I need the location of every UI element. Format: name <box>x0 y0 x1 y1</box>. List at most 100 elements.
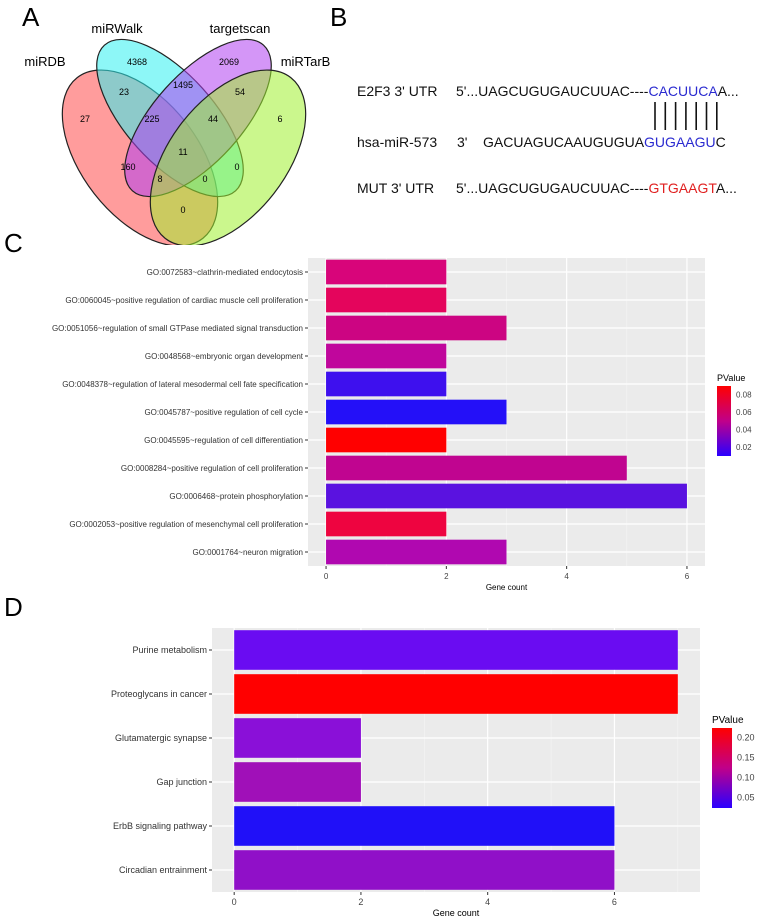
venn-diagram: miRDB miRWalk targetscan miRTarBase 4368 2069… <box>24 21 330 245</box>
y-tick-label: GO:0006468~protein phosphorylation <box>169 492 303 501</box>
venn-set-label: miRTarBase <box>281 54 330 69</box>
y-tick-label: GO:0008284~positive regulation of cell p… <box>121 464 303 473</box>
x-axis-title: Gene count <box>486 583 528 590</box>
bar <box>326 399 507 425</box>
bar <box>326 539 507 565</box>
bar <box>234 674 678 714</box>
sequence-seed: GTGAAGT <box>648 180 716 196</box>
y-tick-label: Glutamatergic synapse <box>115 733 207 743</box>
y-tick-label: GO:0045787~positive regulation of cell c… <box>144 408 303 417</box>
bar <box>326 455 627 481</box>
venn-region-count: 8 <box>157 174 162 184</box>
venn-region-count: 23 <box>119 87 129 97</box>
bar <box>326 287 447 313</box>
sequence-suffix: C <box>715 134 726 150</box>
y-tick-label: Gap junction <box>156 777 207 787</box>
bar <box>326 259 447 285</box>
legend-title: PValue <box>717 373 745 383</box>
alignment-label: hsa-miR-573 <box>357 134 438 150</box>
sequence-prefix: 5'...UAGCUGUGAUCUUAC---- <box>456 83 649 99</box>
legend-tick-label: 0.20 <box>737 733 755 743</box>
y-tick-label: GO:0001764~neuron migration <box>192 548 303 557</box>
x-tick-label: 6 <box>685 572 690 581</box>
plot-panel <box>212 628 700 892</box>
bar <box>234 806 615 846</box>
bar <box>326 427 447 453</box>
y-tick-label: GO:0060045~positive regulation of cardia… <box>65 296 303 305</box>
y-tick-label: GO:0048568~embryonic organ development <box>145 352 304 361</box>
venn-region-count: 160 <box>120 162 135 172</box>
legend-colorbar <box>717 386 731 456</box>
legend-tick-label: 0.06 <box>736 408 752 417</box>
y-tick-label: GO:0045595~regulation of cell differenti… <box>144 436 303 445</box>
x-tick-label: 4 <box>564 572 569 581</box>
x-tick-label: 0 <box>324 572 329 581</box>
venn-region-count: 1495 <box>173 80 193 90</box>
sequence-prefix: 3' GACUAGUCAAUGUGUA <box>457 134 645 150</box>
bar <box>234 762 361 802</box>
alignment-label: MUT 3' UTR <box>357 180 435 196</box>
venn-set-label: miRWalk <box>91 21 143 36</box>
venn-set-label: miRDB <box>24 54 65 69</box>
sequence-seed: GUGAAGU <box>644 134 716 150</box>
venn-region-count: 27 <box>80 114 90 124</box>
y-tick-label: GO:0048378~regulation of lateral mesoder… <box>62 380 303 389</box>
alignment-label: E2F3 3' UTR <box>357 83 438 99</box>
venn-region-count: 11 <box>178 147 187 157</box>
y-tick-label: GO:0051056~regulation of small GTPase me… <box>52 324 303 333</box>
bar <box>326 371 447 397</box>
legend-tick-label: 0.02 <box>736 443 752 452</box>
venn-set-label: targetscan <box>210 21 271 36</box>
bar <box>234 850 615 890</box>
bar <box>326 343 447 369</box>
kegg-enrichment-chart: 0 2 4 6 Purine metabolism Proteoglycans in ca… <box>111 628 755 917</box>
y-tick-label: GO:0002053~positive regulation of mesenc… <box>69 520 303 529</box>
y-tick-label: ErbB signaling pathway <box>113 821 208 831</box>
y-tick-label: Circadian entrainment <box>119 865 208 875</box>
panel-label-c: C <box>4 228 23 258</box>
bar <box>234 718 361 758</box>
sequence-prefix: 5'...UAGCUGUGAUCUUAC---- <box>456 180 649 196</box>
x-tick-label: 2 <box>358 897 363 907</box>
bar <box>326 511 447 537</box>
y-tick-label: Proteoglycans in cancer <box>111 689 207 699</box>
legend-tick-label: 0.15 <box>737 753 755 763</box>
panel-label-a: A <box>22 2 40 32</box>
venn-set-miRTarBase <box>149 69 307 245</box>
go-enrichment-chart: 0 2 4 6 GO:0072583~clathrin-mediated endocyt… <box>52 258 752 590</box>
venn-region-count: 44 <box>208 114 218 124</box>
y-tick-label: GO:0072583~clathrin-mediated endocytosis <box>147 268 303 277</box>
venn-region-count: 0 <box>180 205 185 215</box>
venn-region-count: 0 <box>202 174 207 184</box>
x-tick-label: 2 <box>444 572 449 581</box>
venn-region-count: 2069 <box>219 57 239 67</box>
alignment-sequence: 5'...UAGCUGUGAUCUUAC----GTGAAGTA... <box>456 180 737 196</box>
sequence-seed: CACUUCA <box>648 83 718 99</box>
venn-region-count: 4368 <box>127 57 147 67</box>
x-tick-label: 0 <box>232 897 237 907</box>
sequence-suffix: A... <box>715 180 737 196</box>
x-tick-label: 6 <box>612 897 617 907</box>
legend-title: PValue <box>712 715 744 726</box>
venn-region-count: 54 <box>235 87 245 97</box>
legend-tick-label: 0.05 <box>737 793 755 803</box>
x-axis-title: Gene count <box>433 908 480 917</box>
alignment-sequence: 5'...UAGCUGUGAUCUUAC----CACUUCAA... <box>456 83 739 99</box>
y-tick-label: Purine metabolism <box>132 645 207 655</box>
alignment-sequence: 3' GACUAGUCAAUGUGUAGUGAAGUC <box>457 134 726 150</box>
venn-region-count: 6 <box>277 114 282 124</box>
panel-label-d: D <box>4 592 23 622</box>
bar <box>326 483 687 509</box>
panel-label-b: B <box>330 2 348 32</box>
sequence-suffix: A... <box>717 83 739 99</box>
legend-tick-label: 0.08 <box>736 390 752 399</box>
venn-region-count: 0 <box>234 162 239 172</box>
bar <box>234 630 678 670</box>
bar <box>326 315 507 341</box>
x-tick-label: 4 <box>485 897 490 907</box>
legend-tick-label: 0.04 <box>736 425 752 434</box>
venn-region-count: 225 <box>144 114 159 124</box>
legend-colorbar <box>712 728 732 808</box>
legend-tick-label: 0.10 <box>737 773 755 783</box>
